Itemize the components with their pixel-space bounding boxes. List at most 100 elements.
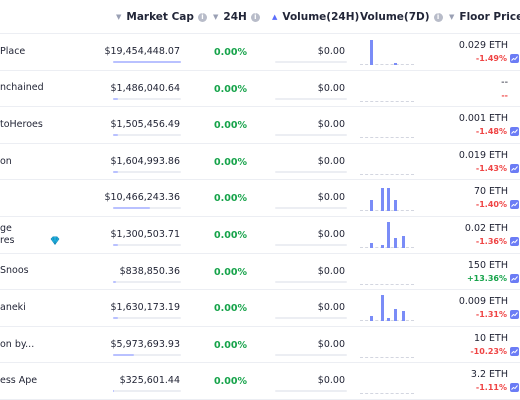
table-row[interactable]: aneki $1,630,173.19 0.00% $0.00 0.009 ET… bbox=[0, 290, 520, 327]
volume-7d-sparkline bbox=[360, 219, 414, 251]
market-cap-value: $1,505,456.49 bbox=[110, 119, 180, 131]
sparkline-baseline bbox=[360, 393, 414, 395]
market-cap-bar bbox=[113, 207, 181, 210]
chart-icon[interactable] bbox=[510, 127, 519, 137]
volume-24h-value: $0.00 bbox=[317, 82, 345, 94]
market-cap-bar bbox=[113, 317, 181, 320]
chart-icon[interactable] bbox=[510, 346, 519, 356]
sort-caret-icon: ▼ bbox=[449, 13, 455, 21]
market-cap-bar bbox=[113, 390, 181, 393]
sort-caret-icon: ▼ bbox=[213, 13, 219, 21]
collection-name[interactable]: nchained bbox=[0, 71, 44, 107]
column-header-label: 24H bbox=[223, 11, 247, 23]
chart-icon[interactable] bbox=[510, 236, 519, 246]
volume-24h-value: $0.00 bbox=[317, 119, 345, 131]
collection-name[interactable]: on bbox=[0, 144, 12, 180]
column-header-volume-24h[interactable]: ▲ Volume(24H) bbox=[272, 0, 359, 34]
column-header-24h[interactable]: ▼ 24H i bbox=[213, 0, 260, 34]
column-header-market-cap[interactable]: ▼ Market Cap i bbox=[116, 0, 207, 34]
floor-price-value: 70 ETH bbox=[473, 186, 508, 198]
sparkline-bar bbox=[370, 242, 373, 248]
change-24h-value: 0.00% bbox=[214, 120, 247, 132]
floor-change-value: +13.36% bbox=[466, 273, 507, 283]
change-24h-value: 0.00% bbox=[214, 266, 247, 278]
chart-icon[interactable] bbox=[510, 163, 519, 173]
sparkline-baseline bbox=[360, 173, 414, 175]
market-cap-bar-fill bbox=[113, 61, 181, 63]
floor-change-value: -1.48% bbox=[475, 127, 507, 137]
collection-name[interactable]: ge res bbox=[0, 217, 15, 253]
volume-24h-bar bbox=[275, 243, 347, 246]
sparkline-bar bbox=[394, 199, 397, 212]
chart-icon[interactable] bbox=[510, 200, 519, 210]
change-24h-value: 0.00% bbox=[214, 376, 247, 388]
floor-price-value: 0.009 ETH bbox=[458, 296, 508, 308]
sort-caret-icon: ▲ bbox=[272, 13, 278, 21]
change-24h-value: 0.00% bbox=[214, 193, 247, 205]
volume-7d-sparkline bbox=[360, 182, 414, 214]
table-row[interactable]: ge res $1,300,503.71 0.00% $0.00 0.02 ET… bbox=[0, 217, 520, 254]
info-icon[interactable]: i bbox=[433, 12, 443, 22]
table-row[interactable]: ess Ape $325,601.44 0.00% $0.00 3.2 ETH … bbox=[0, 363, 520, 400]
info-icon[interactable]: i bbox=[250, 12, 260, 22]
floor-change-value: -1.36% bbox=[475, 236, 507, 246]
column-header-label: Volume(24H) bbox=[282, 11, 360, 23]
market-cap-value: $1,604,993.86 bbox=[110, 155, 180, 167]
floor-price-value: 150 ETH bbox=[467, 259, 508, 271]
chart-icon[interactable] bbox=[510, 54, 519, 63]
column-header-volume-7d[interactable]: Volume(7D) i bbox=[360, 0, 443, 34]
volume-24h-value: $0.00 bbox=[317, 302, 345, 314]
floor-change-value: -1.31% bbox=[475, 310, 507, 320]
floor-price-value: 0.001 ETH bbox=[458, 113, 508, 125]
change-24h-value: 0.00% bbox=[214, 229, 247, 241]
column-header-label: Market Cap bbox=[126, 11, 194, 23]
table-row[interactable]: Place $19,454,448.07 0.00% $0.00 0.029 E… bbox=[0, 34, 520, 71]
volume-24h-bar bbox=[275, 390, 347, 393]
chart-icon[interactable] bbox=[510, 383, 519, 393]
table-row[interactable]: Snoos $838,850.36 0.00% $0.00 150 ETH +1… bbox=[0, 254, 520, 291]
collection-name-text: Snoos bbox=[0, 265, 29, 277]
sparkline-bar bbox=[381, 244, 384, 248]
collection-name[interactable]: aneki bbox=[0, 290, 26, 326]
sparkline-bar bbox=[387, 187, 390, 212]
market-cap-value: $1,300,503.71 bbox=[110, 228, 180, 240]
floor-price-value: 0.029 ETH bbox=[458, 40, 508, 51]
table-row[interactable]: on $1,604,993.86 0.00% $0.00 0.019 ETH -… bbox=[0, 144, 520, 181]
info-icon[interactable]: i bbox=[197, 12, 207, 22]
collection-name[interactable]: on by... bbox=[0, 327, 34, 363]
market-cap-value: $838,850.36 bbox=[119, 265, 180, 277]
sparkline-bar bbox=[387, 221, 390, 248]
collection-name-text: on by... bbox=[0, 338, 35, 350]
market-cap-value: $325,601.44 bbox=[119, 375, 180, 387]
collection-name-text: toHeroes bbox=[0, 118, 43, 130]
chart-icon[interactable] bbox=[510, 310, 519, 320]
change-24h-value: 0.00% bbox=[214, 339, 247, 351]
sparkline-bar bbox=[381, 295, 384, 322]
market-cap-bar bbox=[113, 353, 181, 356]
market-cap-bar-fill bbox=[113, 353, 135, 356]
collection-name-text: Place bbox=[0, 45, 26, 57]
collection-name[interactable]: toHeroes bbox=[0, 107, 43, 143]
sparkline-bar bbox=[370, 315, 373, 322]
market-cap-bar-fill bbox=[113, 207, 150, 210]
table-row[interactable]: toHeroes $1,505,456.49 0.00% $0.00 0.001… bbox=[0, 107, 520, 144]
column-header-floor-price[interactable]: ▼ Floor Price i bbox=[449, 0, 520, 34]
market-cap-bar-fill bbox=[113, 170, 119, 173]
table-row[interactable]: $10,466,243.36 0.00% $0.00 70 ETH -1.40% bbox=[0, 180, 520, 217]
sparkline-baseline bbox=[360, 137, 414, 139]
volume-7d-sparkline bbox=[360, 329, 414, 361]
floor-change-value: -1.43% bbox=[475, 163, 507, 173]
collection-name[interactable]: Place bbox=[0, 34, 25, 70]
collection-name[interactable]: Snoos bbox=[0, 254, 29, 290]
table-row[interactable]: nchained $1,486,040.64 0.00% $0.00 -- -- bbox=[0, 71, 520, 108]
volume-7d-sparkline bbox=[360, 146, 414, 178]
sort-caret-icon: ▼ bbox=[116, 13, 122, 21]
table-row[interactable]: on by... $5,973,693.93 0.00% $0.00 10 ET… bbox=[0, 327, 520, 364]
volume-24h-bar bbox=[275, 317, 347, 320]
sparkline-bar bbox=[381, 187, 384, 212]
volume-24h-value: $0.00 bbox=[317, 265, 345, 277]
collection-name[interactable]: ess Ape bbox=[0, 363, 37, 399]
chart-icon[interactable] bbox=[510, 273, 519, 283]
floor-change-value: -1.40% bbox=[475, 200, 507, 210]
